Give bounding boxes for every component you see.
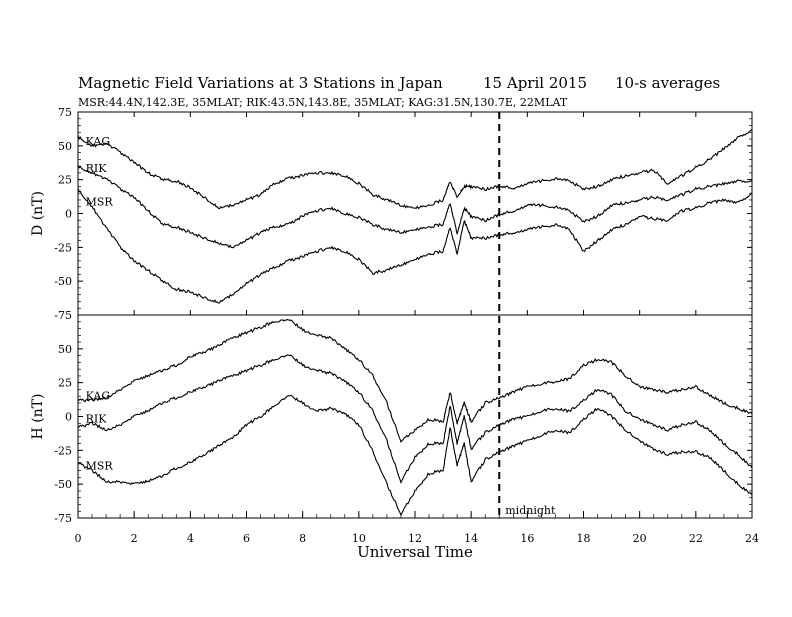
series-label-msr: MSR bbox=[86, 196, 114, 209]
series-label-kag: KAG bbox=[86, 389, 111, 402]
x-tick-label: 16 bbox=[520, 532, 534, 545]
x-tick-label: 14 bbox=[464, 532, 478, 545]
chart-averaging: 10-s averages bbox=[615, 74, 720, 92]
x-tick-label: 22 bbox=[689, 532, 703, 545]
y-tick-label: 50 bbox=[58, 343, 72, 356]
chart-title: Magnetic Field Variations at 3 Stations … bbox=[78, 74, 443, 92]
y-tick-label: -50 bbox=[54, 275, 72, 288]
panel-1: 75 50 25 0 -25 -50 -75 D (nT) KAG RIK MSR bbox=[30, 106, 753, 322]
x-tick-label: 12 bbox=[408, 532, 422, 545]
y-tick-label: 50 bbox=[58, 140, 72, 153]
y-axis-label: H (nT) bbox=[30, 394, 46, 440]
x-tick-label: 4 bbox=[187, 532, 194, 545]
y-tick-label: 25 bbox=[58, 377, 72, 390]
panels-layer: 75 50 25 0 -25 -50 -75 D (nT) KAG RIK MSR 50 25 0 -25 -… bbox=[30, 106, 753, 525]
series-line-rik bbox=[77, 165, 753, 249]
y-tick-label: -75 bbox=[54, 512, 72, 525]
series-line-msr bbox=[77, 394, 753, 517]
series-label-msr: MSR bbox=[86, 460, 114, 473]
x-tick-label: 24 bbox=[745, 532, 759, 545]
y-tick-label: -25 bbox=[54, 444, 72, 457]
y-tick-label: 0 bbox=[65, 208, 72, 221]
series-label-kag: KAG bbox=[86, 135, 111, 148]
x-tick-label: 10 bbox=[352, 532, 366, 545]
series-line-kag bbox=[77, 318, 753, 443]
y-tick-label: 0 bbox=[65, 411, 72, 424]
series-line-rik bbox=[77, 354, 753, 484]
y-tick-label: -75 bbox=[54, 309, 72, 322]
x-tick-label: 6 bbox=[243, 532, 250, 545]
x-axis-label: Universal Time bbox=[357, 543, 473, 561]
y-axis-label: D (nT) bbox=[30, 191, 46, 236]
y-tick-label: -50 bbox=[54, 478, 72, 491]
y-tick-label: 75 bbox=[58, 106, 72, 119]
x-axis: 0 2 4 6 8 10 12 14 16 18 20 22 24 bbox=[75, 112, 759, 545]
x-tick-label: 8 bbox=[299, 532, 306, 545]
series-line-msr bbox=[77, 188, 753, 304]
panel-2: 50 25 0 -25 -50 -75 H (nT) KAG RIK MSR bbox=[30, 314, 753, 525]
x-tick-label: 18 bbox=[577, 532, 591, 545]
x-tick-label: 0 bbox=[75, 532, 82, 545]
chart-subtitle: MSR:44.4N,142.3E, 35MLAT; RIK:43.5N,143.… bbox=[78, 96, 568, 109]
series-label-rik: RIK bbox=[86, 162, 108, 175]
y-tick-label: -25 bbox=[54, 241, 72, 254]
series-label-rik: RIK bbox=[86, 412, 108, 425]
midnight-label: midnight bbox=[505, 504, 556, 517]
x-tick-label: 2 bbox=[131, 532, 138, 545]
y-tick-label: 25 bbox=[58, 174, 72, 187]
chart-date: 15 April 2015 bbox=[483, 74, 587, 92]
series-line-kag bbox=[77, 129, 753, 210]
x-tick-label: 20 bbox=[633, 532, 647, 545]
